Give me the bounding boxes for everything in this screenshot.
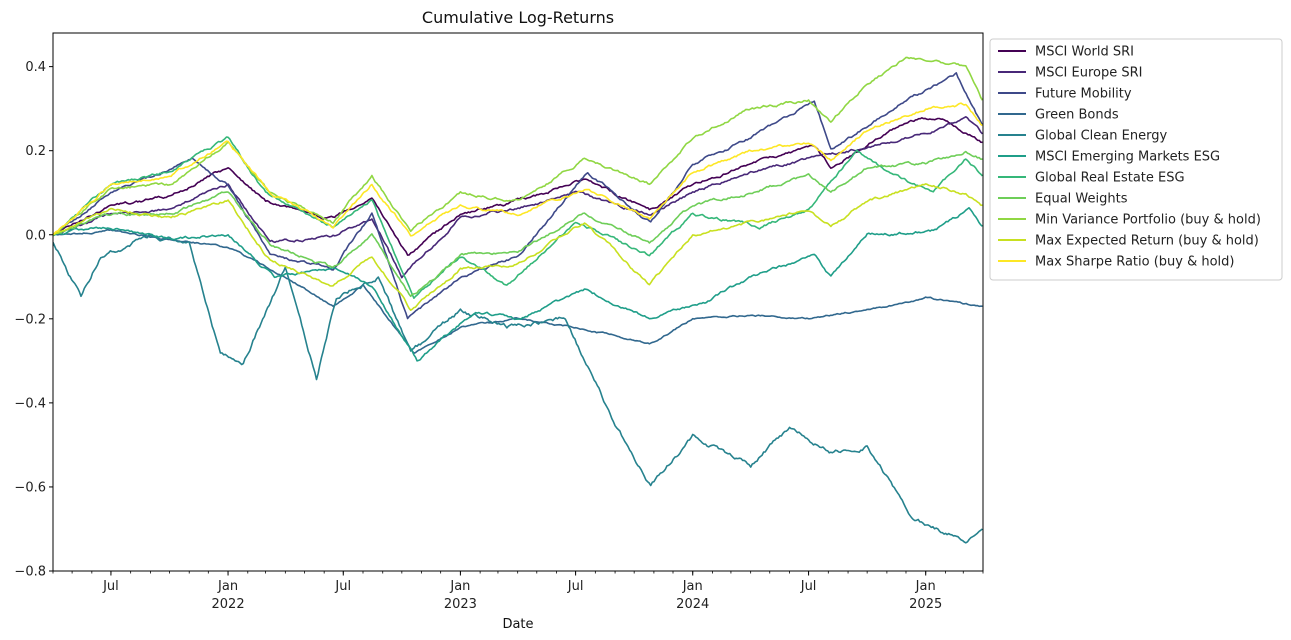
- series-line-7: [53, 136, 983, 299]
- x-tick-label: Jul: [800, 579, 817, 594]
- legend-label: MSCI Emerging Markets ESG: [1035, 150, 1220, 165]
- y-tick-label: −0.8: [14, 565, 46, 580]
- series-line-4: [53, 228, 983, 354]
- series-line-9: [53, 56, 983, 236]
- legend-label: Global Clean Energy: [1035, 129, 1167, 144]
- x-tick-label: Jan: [682, 579, 703, 594]
- y-tick-label: −0.2: [14, 312, 46, 327]
- plot-frame: [52, 32, 984, 572]
- series-line-2: [53, 116, 983, 279]
- y-tick-label: 0.0: [25, 228, 46, 243]
- series-line-5: [53, 234, 983, 544]
- legend-label: MSCI World SRI: [1035, 45, 1134, 60]
- legend-label: Max Sharpe Ratio (buy & hold): [1035, 255, 1235, 270]
- legend-label: MSCI Europe SRI: [1035, 66, 1142, 81]
- series-line-6: [53, 207, 983, 362]
- legend-label: Future Mobility: [1035, 87, 1132, 102]
- y-tick-label: −0.6: [14, 480, 46, 495]
- series-line-3: [53, 72, 983, 320]
- x-tick-year-label: 2024: [676, 597, 709, 612]
- x-tick-year-label: 2025: [909, 597, 942, 612]
- x-axis-label: Date: [502, 617, 533, 632]
- chart-title: Cumulative Log-Returns: [422, 8, 614, 27]
- legend-label: Equal Weights: [1035, 192, 1128, 207]
- y-axis: 0.4 0.2 0.0 −0.2 −0.4 −0.6 −0.8: [14, 60, 53, 580]
- y-tick-label: −0.4: [14, 396, 46, 411]
- legend-box: [989, 38, 1283, 281]
- series-line-8: [53, 150, 983, 298]
- series-layer: [53, 56, 983, 544]
- x-tick-label: Jul: [334, 579, 351, 594]
- legend-label: Global Real Estate ESG: [1035, 171, 1185, 186]
- x-tick-year-label: 2023: [444, 597, 477, 612]
- legend-label: Green Bonds: [1035, 108, 1119, 123]
- x-tick-year-label: 2022: [212, 597, 245, 612]
- x-tick-label: Jul: [102, 579, 119, 594]
- series-line-1: [53, 117, 983, 256]
- x-tick-label: Jan: [915, 579, 936, 594]
- x-tick-label: Jul: [567, 579, 584, 594]
- legend: MSCI World SRI MSCI Europe SRI Future Mobi…: [989, 38, 1283, 281]
- y-tick-label: 0.2: [25, 144, 46, 159]
- y-tick-label: 0.4: [25, 60, 46, 75]
- legend-label: Max Expected Return (buy & hold): [1035, 234, 1259, 249]
- x-tick-label: Jan: [217, 579, 238, 594]
- x-axis: Jul Jan 2022 Jul Jan 2023 Jul Jan 2024 Jul Jan 2025: [52, 571, 984, 612]
- x-tick-label: Jan: [449, 579, 470, 594]
- series-line-10: [53, 183, 983, 311]
- legend-label: Min Variance Portfolio (buy & hold): [1035, 213, 1261, 228]
- series-line-11: [53, 102, 983, 237]
